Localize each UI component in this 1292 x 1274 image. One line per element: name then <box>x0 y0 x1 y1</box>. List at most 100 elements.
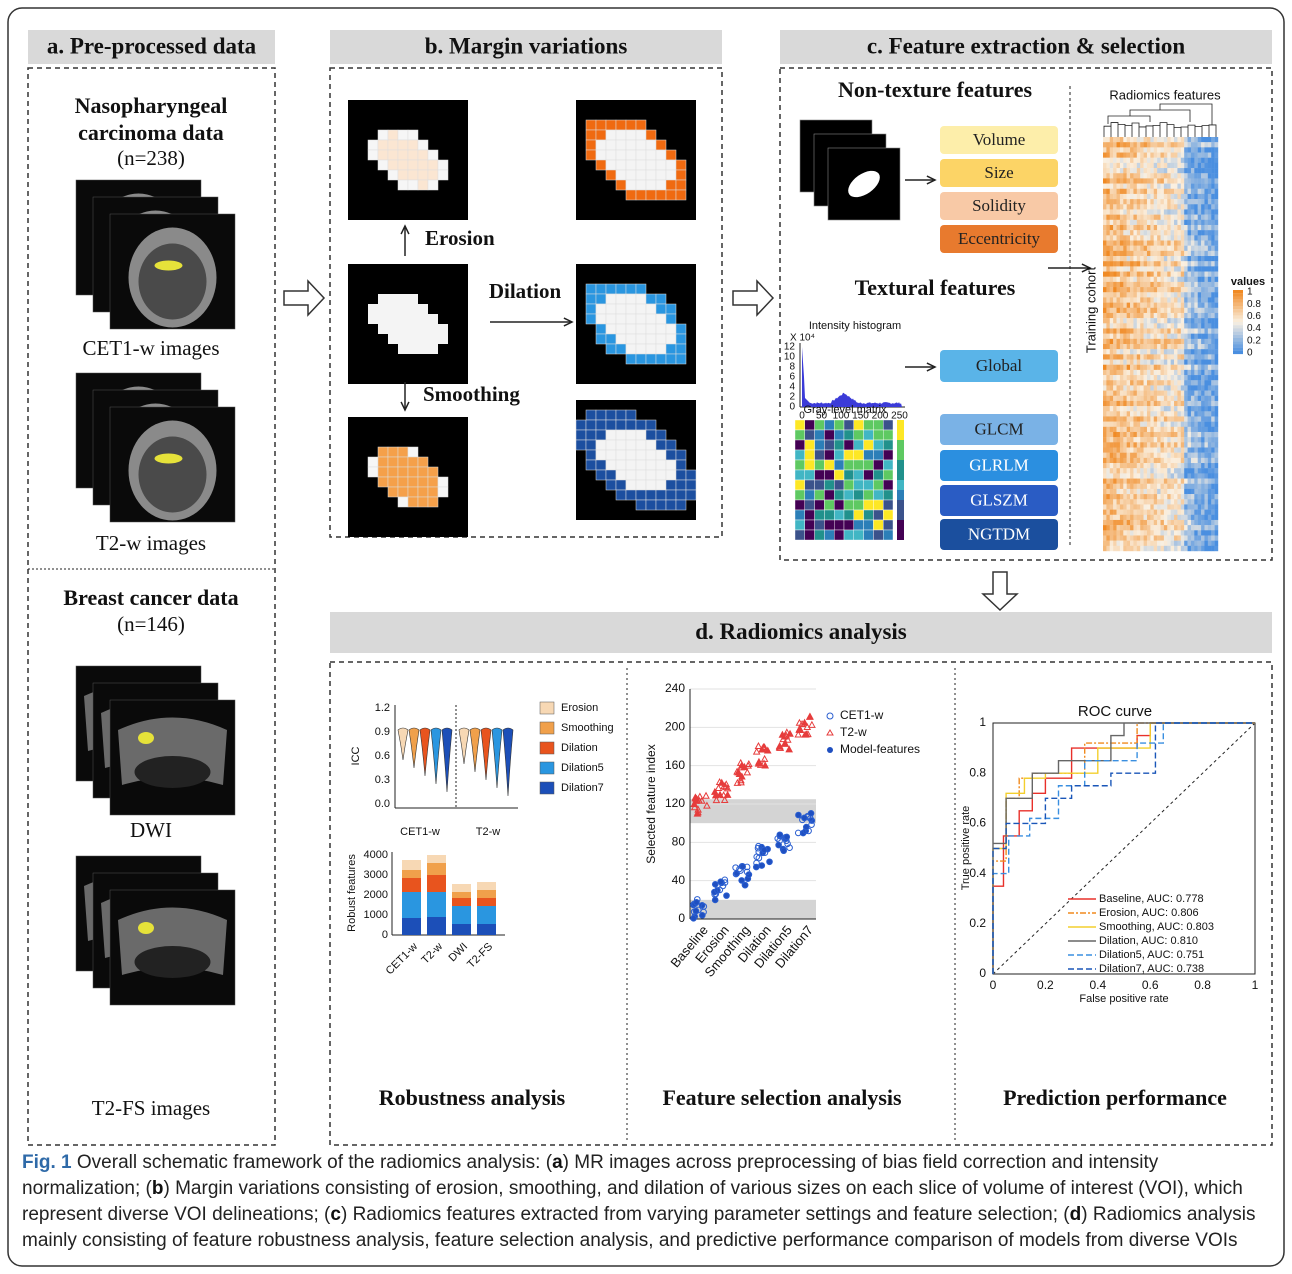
heatmap-cell <box>1167 153 1171 158</box>
mask-pixel <box>626 170 636 180</box>
heatmap-cell <box>1110 385 1114 390</box>
heatmap-cell <box>1215 354 1219 359</box>
heatmap-cell <box>1194 349 1198 354</box>
heatmap-cell <box>1171 525 1175 530</box>
panel-title: d. Radiomics analysis <box>695 619 907 644</box>
heatmap-cell <box>1106 297 1110 302</box>
heatmap-cell <box>1137 323 1141 328</box>
matrix-cell <box>864 420 874 430</box>
heatmap-cell <box>1211 468 1215 473</box>
heatmap-cell <box>1106 448 1110 453</box>
heatmap-cell <box>1174 494 1178 499</box>
heatmap-cell <box>1211 458 1215 463</box>
heatmap-cell <box>1211 168 1215 173</box>
mask-pixel <box>626 130 636 140</box>
heatmap-cell <box>1215 416 1219 421</box>
heatmap-cell <box>1133 147 1137 152</box>
mask-pixel <box>596 314 606 324</box>
heatmap-cell <box>1127 251 1131 256</box>
heatmap-cell <box>1201 484 1205 489</box>
heatmap-cell <box>1150 515 1154 520</box>
heatmap-cell <box>1167 479 1171 484</box>
matrix-cell <box>815 530 825 540</box>
heatmap-cell <box>1133 546 1137 551</box>
heatmap-cell <box>1184 354 1188 359</box>
heatmap-cell <box>1208 391 1212 396</box>
heatmap-cell <box>1198 334 1202 339</box>
heatmap-cell <box>1133 375 1137 380</box>
heatmap-cell <box>1140 525 1144 530</box>
heatmap-cell <box>1167 427 1171 432</box>
heatmap-cell <box>1167 178 1171 183</box>
heatmap-cell <box>1117 370 1121 375</box>
heatmap-cell <box>1147 535 1151 540</box>
colorbar <box>1233 290 1243 293</box>
heatmap-cell <box>1191 251 1195 256</box>
heatmap-cell <box>1137 308 1141 313</box>
mask-pixel <box>596 130 606 140</box>
heatmap-cell <box>1188 246 1192 251</box>
heatmap-cell <box>1110 334 1114 339</box>
tick-label: 240 <box>665 681 685 695</box>
heatmap-cell <box>1103 142 1107 147</box>
feature-label: NGTDM <box>968 524 1030 543</box>
heatmap-cell <box>1211 142 1215 147</box>
heatmap-cell <box>1133 416 1137 421</box>
heatmap-cell <box>1120 416 1124 421</box>
heatmap-cell <box>1161 339 1165 344</box>
heatmap-cell <box>1106 266 1110 271</box>
heatmap-cell <box>1117 204 1121 209</box>
heatmap-cell <box>1208 504 1212 509</box>
mask-pixel <box>646 190 656 200</box>
matrix-cell <box>824 450 834 460</box>
mask-pixel <box>596 460 606 470</box>
heatmap-cell <box>1150 360 1154 365</box>
heatmap-cell <box>1188 168 1192 173</box>
heatmap-cell <box>1154 158 1158 163</box>
heatmap-cell <box>1150 308 1154 313</box>
heatmap-cell <box>1120 520 1124 525</box>
heatmap-cell <box>1106 504 1110 509</box>
heatmap-cell <box>1120 546 1124 551</box>
heatmap-cell <box>1194 360 1198 365</box>
heatmap-cell <box>1120 318 1124 323</box>
heatmap-cell <box>1181 510 1185 515</box>
heatmap-cell <box>1144 215 1148 220</box>
dataset-title: Breast cancer data <box>63 585 238 610</box>
heatmap-cell <box>1194 453 1198 458</box>
heatmap-cell <box>1198 292 1202 297</box>
heatmap-cell <box>1194 463 1198 468</box>
heatmap-cell <box>1171 448 1175 453</box>
heatmap-cell <box>1140 189 1144 194</box>
heatmap-cell <box>1161 199 1165 204</box>
heatmap-cell <box>1103 173 1107 178</box>
heatmap-cell <box>1164 510 1168 515</box>
heatmap-cell <box>1211 318 1215 323</box>
heatmap-cell <box>1184 401 1188 406</box>
heatmap-cell <box>1181 432 1185 437</box>
heatmap-cell <box>1130 479 1134 484</box>
heatmap-cell <box>1113 235 1117 240</box>
heatmap-cell <box>1150 365 1154 370</box>
heatmap-cell <box>1113 339 1117 344</box>
heatmap-cell <box>1130 489 1134 494</box>
heatmap-cell <box>1171 251 1175 256</box>
legend-label: Dilation7, AUC: 0.738 <box>1099 963 1204 975</box>
heatmap-cell <box>1181 318 1185 323</box>
heatmap-cell <box>1161 189 1165 194</box>
heatmap-cell <box>1204 442 1208 447</box>
heatmap-cell <box>1211 541 1215 546</box>
heatmap-cell <box>1137 499 1141 504</box>
caption-text: b <box>152 1178 164 1199</box>
heatmap-cell <box>1167 499 1171 504</box>
heatmap-cell <box>1204 360 1208 365</box>
heatmap-cell <box>1106 318 1110 323</box>
heatmap-cell <box>1137 406 1141 411</box>
heatmap-cell <box>1110 241 1114 246</box>
heatmap-cell <box>1201 251 1205 256</box>
heatmap-cell <box>1157 520 1161 525</box>
heatmap-cell <box>1188 437 1192 442</box>
matrix-cell <box>844 480 854 490</box>
heatmap-cell <box>1164 142 1168 147</box>
heatmap-cell <box>1120 215 1124 220</box>
